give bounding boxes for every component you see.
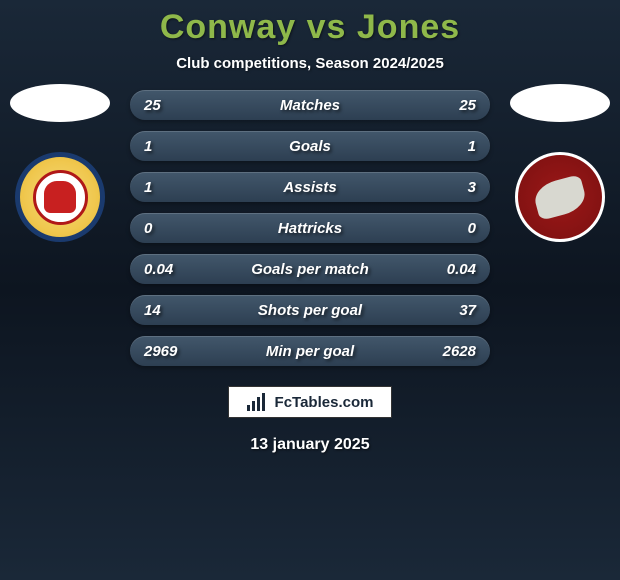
stat-value-left: 2969 [144, 343, 177, 360]
club-badge-right [515, 152, 605, 242]
comparison-card: Conway vs Jones Club competitions, Seaso… [0, 0, 620, 580]
morecambe-shrimp-icon [531, 174, 588, 221]
stat-label: Hattricks [278, 220, 342, 237]
player-photo-right [510, 84, 610, 122]
stat-value-right: 2628 [443, 343, 476, 360]
page-subtitle: Club competitions, Season 2024/2025 [176, 55, 444, 72]
stat-row-min-per-goal: 2969 Min per goal 2628 [130, 336, 490, 366]
stats-list: 25 Matches 25 1 Goals 1 1 Assists 3 0 Ha… [130, 90, 490, 366]
brand-box[interactable]: FcTables.com [228, 386, 393, 418]
stat-value-left: 0.04 [144, 261, 173, 278]
stat-value-left: 1 [144, 179, 152, 196]
stat-label: Shots per goal [258, 302, 362, 319]
stat-label: Min per goal [266, 343, 354, 360]
stat-row-goals-per-match: 0.04 Goals per match 0.04 [130, 254, 490, 284]
stat-value-left: 0 [144, 220, 152, 237]
stat-label: Assists [283, 179, 336, 196]
stat-row-goals: 1 Goals 1 [130, 131, 490, 161]
stat-label: Goals per match [251, 261, 369, 278]
brand-text: FcTables.com [275, 394, 374, 411]
stat-row-matches: 25 Matches 25 [130, 90, 490, 120]
stat-value-right: 1 [468, 138, 476, 155]
page-title: Conway vs Jones [160, 8, 460, 47]
stat-value-left: 14 [144, 302, 161, 319]
crewe-lion-icon [44, 181, 76, 213]
date-text: 13 january 2025 [250, 436, 369, 454]
stat-value-right: 25 [459, 97, 476, 114]
club-column-left [0, 90, 120, 242]
stat-label: Matches [280, 97, 340, 114]
club-column-right [500, 90, 620, 242]
stat-value-right: 37 [459, 302, 476, 319]
stat-value-right: 3 [468, 179, 476, 196]
stat-value-right: 0.04 [447, 261, 476, 278]
stat-row-hattricks: 0 Hattricks 0 [130, 213, 490, 243]
club-badge-left [15, 152, 105, 242]
stat-value-left: 1 [144, 138, 152, 155]
stat-label: Goals [289, 138, 331, 155]
stat-row-assists: 1 Assists 3 [130, 172, 490, 202]
stat-value-left: 25 [144, 97, 161, 114]
crewe-badge-inner [33, 170, 88, 225]
player-photo-left [10, 84, 110, 122]
stat-row-shots-per-goal: 14 Shots per goal 37 [130, 295, 490, 325]
brand-chart-icon [247, 393, 269, 411]
stat-value-right: 0 [468, 220, 476, 237]
main-area: 25 Matches 25 1 Goals 1 1 Assists 3 0 Ha… [0, 90, 620, 366]
